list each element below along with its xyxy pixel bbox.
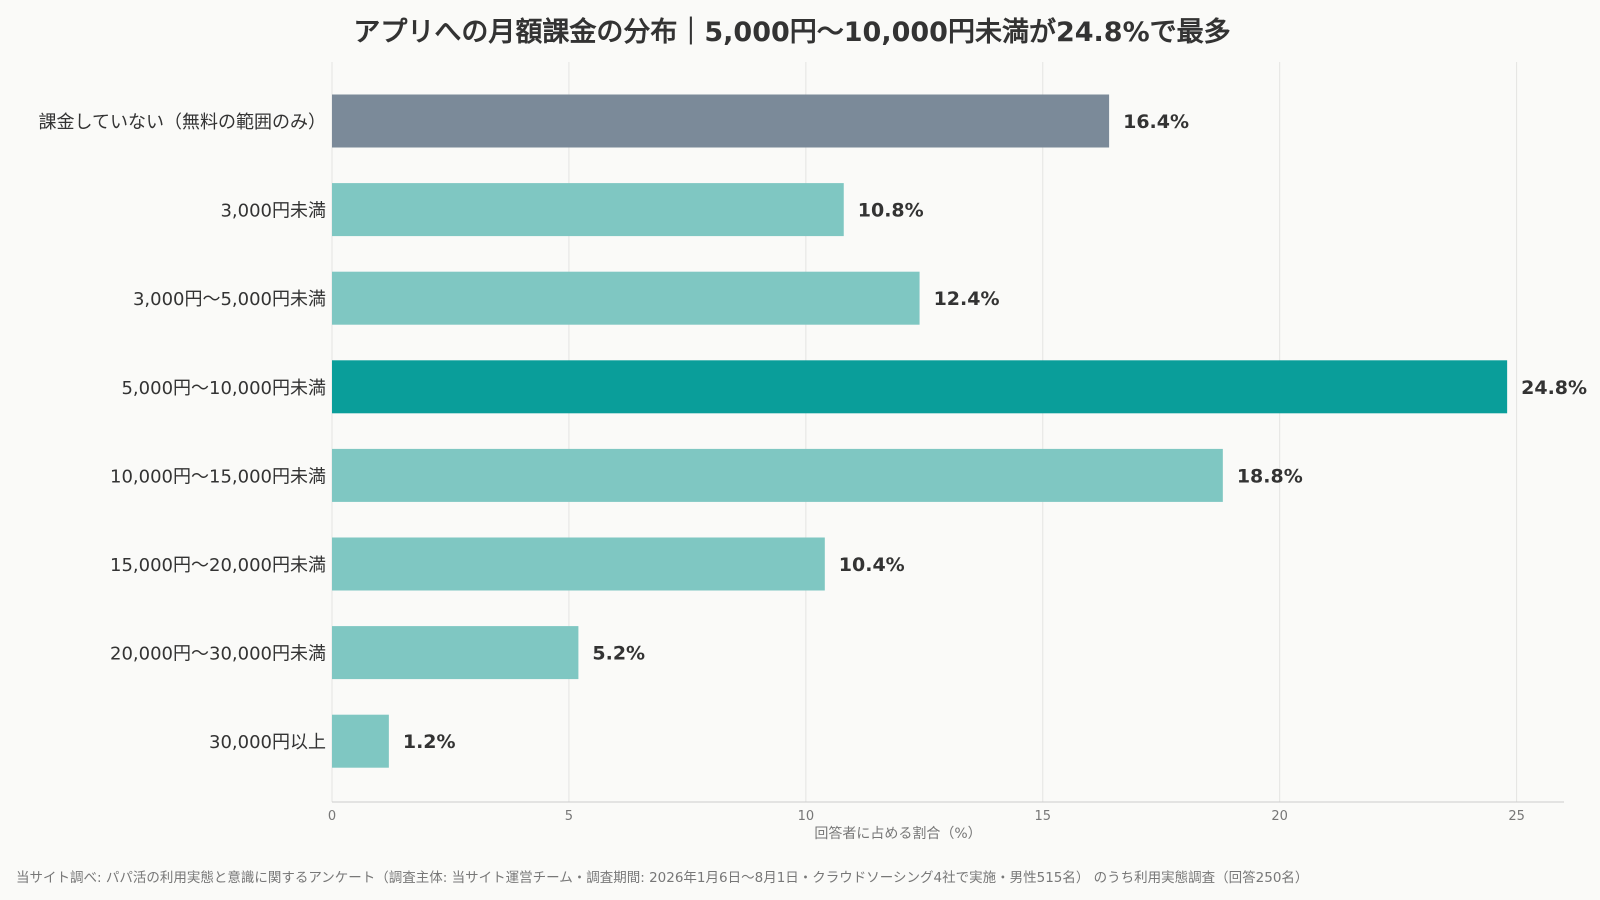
x-tick-label: 15	[1034, 809, 1051, 824]
value-label: 10.8%	[858, 200, 924, 222]
category-label: 3,000円未満	[220, 201, 326, 222]
x-tick-label: 20	[1271, 809, 1288, 824]
bars	[332, 94, 1508, 768]
bar-1	[332, 183, 844, 237]
x-tick-label: 5	[565, 809, 573, 824]
x-axis-ticks: 0 5 10 15 20 25	[328, 809, 1525, 824]
bar-7	[332, 714, 389, 768]
category-label: 30,000円以上	[209, 732, 326, 753]
value-label: 5.2%	[592, 643, 645, 665]
chart-title: アプリへの月額課金の分布｜5,000円〜10,000円未満が24.8%で最多	[353, 16, 1230, 48]
source-note: 当サイト調べ: パパ活の利用実態と意識に関するアンケート（調査主体: 当サイト運…	[16, 869, 1308, 886]
category-label: 5,000円〜10,000円未満	[121, 378, 326, 399]
value-label: 24.8%	[1521, 377, 1587, 399]
bar-0	[332, 94, 1110, 148]
value-label: 1.2%	[403, 731, 456, 753]
bar-5	[332, 537, 825, 591]
category-label: 課金していない（無料の範囲のみ）	[39, 112, 326, 133]
category-label: 15,000円〜20,000円未満	[110, 555, 326, 576]
grid-lines	[331, 62, 1518, 802]
value-labels: 16.4% 10.8% 12.4% 24.8% 18.8% 10.4% 5.2% 1.2%	[403, 111, 1587, 753]
bar-3	[332, 360, 1508, 414]
category-labels: 課金していない（無料の範囲のみ） 3,000円未満 3,000円〜5,000円未満 5…	[39, 112, 326, 753]
value-label: 18.8%	[1237, 465, 1303, 487]
value-label: 10.4%	[839, 554, 905, 576]
value-label: 16.4%	[1123, 111, 1189, 133]
x-tick-label: 0	[328, 809, 336, 824]
category-label: 10,000円〜15,000円未満	[110, 466, 326, 487]
category-label: 20,000円〜30,000円未満	[110, 644, 326, 665]
category-label: 3,000円〜5,000円未満	[133, 289, 326, 310]
value-label: 12.4%	[934, 288, 1000, 310]
bar-6	[332, 626, 579, 680]
x-axis-title: 回答者に占める割合（%）	[814, 825, 981, 842]
x-tick-label: 25	[1508, 809, 1525, 824]
bar-4	[332, 448, 1223, 502]
x-tick-label: 10	[798, 809, 815, 824]
bar-2	[332, 271, 920, 325]
